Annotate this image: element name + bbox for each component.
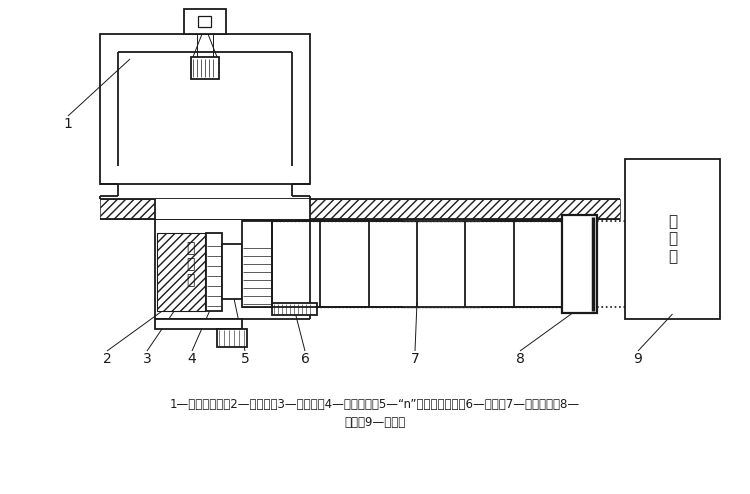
- Bar: [242, 221, 272, 307]
- Bar: [206, 233, 222, 311]
- Text: 6: 6: [301, 352, 310, 366]
- Bar: [222, 244, 242, 299]
- Text: 出
发
井: 出 发 井: [186, 241, 194, 287]
- Text: 3: 3: [142, 352, 152, 366]
- Text: 9: 9: [634, 352, 643, 366]
- Bar: [191, 57, 219, 79]
- Bar: [157, 233, 205, 311]
- Text: 2: 2: [103, 352, 111, 366]
- Text: 4: 4: [188, 352, 196, 366]
- Bar: [198, 16, 211, 27]
- Text: 接
收
井: 接 收 井: [668, 214, 677, 264]
- Bar: [184, 9, 226, 34]
- Bar: [562, 215, 597, 313]
- Bar: [217, 329, 247, 347]
- Bar: [625, 159, 720, 319]
- Bar: [100, 34, 310, 184]
- Text: 1: 1: [64, 117, 73, 131]
- Text: 机头；9—接收井: 机头；9—接收井: [344, 415, 406, 428]
- Text: 7: 7: [411, 352, 419, 366]
- Bar: [155, 319, 242, 329]
- Bar: [100, 199, 620, 219]
- Text: 8: 8: [515, 352, 524, 366]
- Text: 5: 5: [241, 352, 249, 366]
- Text: 1—行车或吸车；2—出发井；3—后靶背；4—主顶油缸；5—“n”形或环形顶铁；6—导轨；7—混凝土管；8—: 1—行车或吸车；2—出发井；3—后靶背；4—主顶油缸；5—“n”形或环形顶铁；6…: [170, 398, 580, 411]
- Bar: [272, 303, 317, 315]
- Bar: [155, 199, 310, 219]
